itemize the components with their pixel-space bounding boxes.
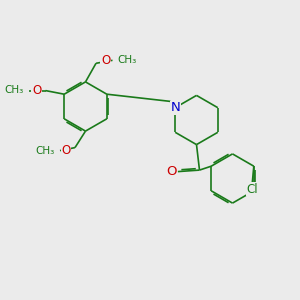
Text: N: N (170, 101, 180, 114)
Text: CH₃: CH₃ (35, 146, 55, 156)
Text: CH₃: CH₃ (118, 55, 137, 65)
Text: O: O (101, 54, 110, 68)
Text: O: O (166, 165, 176, 178)
Text: O: O (32, 83, 41, 97)
Text: CH₃: CH₃ (4, 85, 24, 95)
Text: O: O (61, 143, 70, 157)
Text: Cl: Cl (247, 183, 258, 196)
